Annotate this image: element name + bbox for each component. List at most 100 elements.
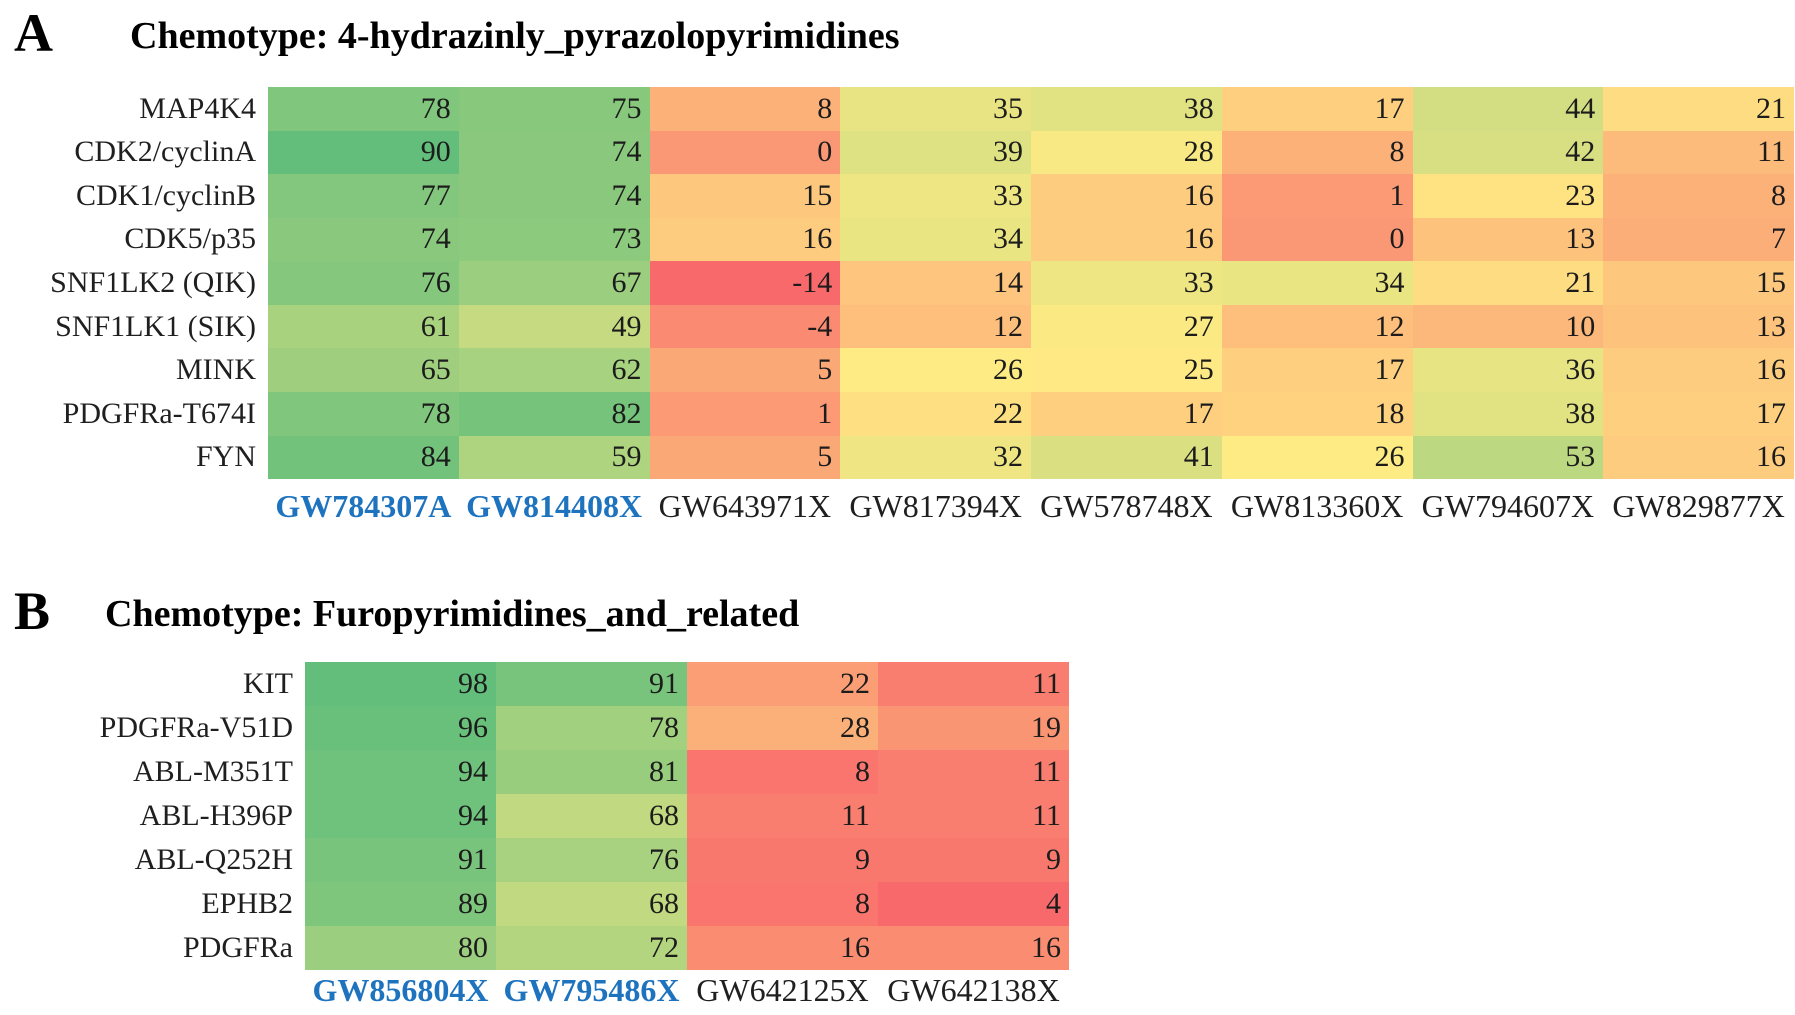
panel-b-column-labels: GW856804X GW795486X GW642125X GW642138X — [305, 970, 1069, 1010]
row-label: ABL-M351T — [133, 755, 293, 788]
heatmap-cell: 68 — [496, 794, 687, 838]
heatmap-cell: 8 — [649, 87, 841, 131]
heatmap-cell: 76 — [268, 261, 459, 305]
row-label: PDGFRa-T674I — [62, 396, 256, 430]
heatmap-cell: 21 — [1603, 87, 1794, 131]
heatmap-cell: 4 — [878, 882, 1069, 926]
column-label: GW813360X — [1230, 487, 1404, 524]
row-label: SNF1LK1 (SIK) — [55, 309, 256, 343]
row-label: SNF1LK2 (QIK) — [50, 266, 256, 300]
heatmap-cell: 49 — [458, 304, 650, 349]
heatmap-cell: 41 — [1031, 435, 1222, 480]
heatmap-cell: 28 — [1031, 130, 1222, 175]
heatmap-cell: 74 — [268, 217, 459, 262]
heatmap-cell: 38 — [1412, 391, 1604, 436]
heatmap-cell: 78 — [268, 391, 459, 436]
heatmap-cell: 10 — [1412, 304, 1604, 349]
heatmap-cell: 8 — [687, 882, 878, 926]
heatmap-cell: 9 — [687, 838, 878, 882]
heatmap-cell: 11 — [878, 662, 1069, 706]
heatmap-cell: 11 — [878, 794, 1069, 838]
heatmap-cell: 35 — [840, 87, 1031, 131]
heatmap-cell: 94 — [305, 750, 496, 794]
row-label: EPHB2 — [201, 887, 293, 920]
heatmap-cell: 53 — [1412, 435, 1604, 480]
heatmap-cell: 82 — [458, 391, 650, 436]
column-label: GW794607X — [1421, 487, 1595, 524]
heatmap-row: 78 82 1 22 17 18 38 17 — [268, 391, 1794, 436]
column-label: GW817394X — [849, 487, 1022, 524]
panel-a-letter: A — [14, 3, 53, 63]
heatmap-cell: 75 — [458, 87, 650, 131]
heatmap-cell: 8 — [687, 750, 878, 794]
row-label: CDK5/p35 — [124, 222, 256, 256]
heatmap-cell: 91 — [496, 662, 687, 706]
row-label: ABL-Q252H — [134, 843, 293, 876]
heatmap-cell: 9 — [878, 838, 1069, 882]
heatmap-cell: 78 — [268, 87, 459, 131]
heatmap-cell: 16 — [687, 926, 878, 970]
heatmap-cell: 16 — [1603, 435, 1794, 480]
column-label: GW642125X — [696, 971, 869, 1008]
panel-a-title: Chemotype: 4-hydrazinly_pyrazolopyrimidi… — [130, 15, 900, 57]
heatmap-cell: 0 — [649, 130, 841, 175]
heatmap-cell: 76 — [496, 838, 687, 882]
row-label: PDGFRa-V51D — [99, 711, 293, 744]
row-label: MINK — [176, 353, 256, 387]
heatmap-cell: -4 — [649, 304, 841, 349]
heatmap-cell: 44 — [1412, 87, 1604, 131]
row-label: FYN — [195, 440, 256, 474]
heatmap-cell: 12 — [840, 304, 1031, 349]
column-label: GW829877X — [1612, 487, 1785, 524]
heatmap-cell: 34 — [1221, 261, 1413, 305]
heatmap-row: 78 75 8 35 38 17 44 21 — [268, 87, 1794, 131]
heatmap-cell: 13 — [1412, 217, 1604, 262]
heatmap-row: 76 67 -14 14 33 34 21 15 — [268, 261, 1794, 305]
heatmap-cell: 16 — [1603, 348, 1794, 392]
column-label: GW578748X — [1040, 487, 1213, 524]
row-label: CDK1/cyclinB — [76, 178, 256, 212]
heatmap-cell: 15 — [1603, 261, 1794, 305]
heatmap-cell: 34 — [840, 217, 1031, 262]
panel-a-heatmap: 78 75 8 35 38 17 44 21 90 74 0 39 28 8 42 11 77 74 15 33 16 1… — [268, 87, 1794, 480]
heatmap-row: 96 78 28 19 — [305, 706, 1069, 750]
heatmap-cell: 11 — [878, 750, 1069, 794]
panel-b-title: Chemotype: Furopyrimidines_and_related — [105, 593, 800, 635]
panel-b-letter: B — [14, 581, 51, 641]
heatmap-cell: 15 — [649, 174, 841, 218]
heatmap-cell: 73 — [458, 217, 650, 262]
heatmap-row: 89 68 8 4 — [305, 882, 1069, 926]
heatmap-cell: 12 — [1221, 304, 1413, 349]
heatmap-cell: 16 — [649, 217, 841, 262]
heatmap-cell: 17 — [1603, 391, 1794, 436]
heatmap-cell: 77 — [268, 174, 459, 218]
heatmap-cell: 1 — [649, 391, 841, 436]
heatmap-cell: 33 — [840, 174, 1031, 218]
heatmap-cell: 98 — [305, 662, 496, 706]
heatmap-cell: 81 — [496, 750, 687, 794]
heatmap-cell: 94 — [305, 794, 496, 838]
heatmap-cell: 16 — [878, 926, 1069, 970]
heatmap-cell: 78 — [496, 706, 687, 750]
heatmap-cell: 27 — [1031, 304, 1222, 349]
heatmap-cell: 21 — [1412, 261, 1604, 305]
heatmap-cell: 22 — [687, 662, 878, 706]
heatmap-cell: -14 — [649, 261, 841, 305]
heatmap-row: 80 72 16 16 — [305, 926, 1069, 970]
column-label-highlighted: GW795486X — [503, 971, 680, 1008]
row-label: PDGFRa — [182, 931, 293, 964]
heatmap-cell: 72 — [496, 926, 687, 970]
row-label: MAP4K4 — [139, 91, 256, 125]
heatmap-row: 90 74 0 39 28 8 42 11 — [268, 130, 1794, 175]
heatmap-cell: 38 — [1031, 87, 1222, 131]
heatmap-cell: 74 — [458, 174, 650, 218]
panel-b-row-labels: KIT PDGFRa-V51D ABL-M351T ABL-H396P ABL-Q252… — [0, 662, 299, 970]
column-label-highlighted: GW814408X — [466, 487, 643, 524]
column-label-highlighted: GW784307A — [275, 487, 452, 524]
heatmap-cell: 74 — [458, 130, 650, 175]
heatmap-cell: 5 — [649, 348, 841, 392]
heatmap-row: 94 81 8 11 — [305, 750, 1069, 794]
heatmap-cell: 61 — [268, 304, 459, 349]
heatmap-cell: 91 — [305, 838, 496, 882]
